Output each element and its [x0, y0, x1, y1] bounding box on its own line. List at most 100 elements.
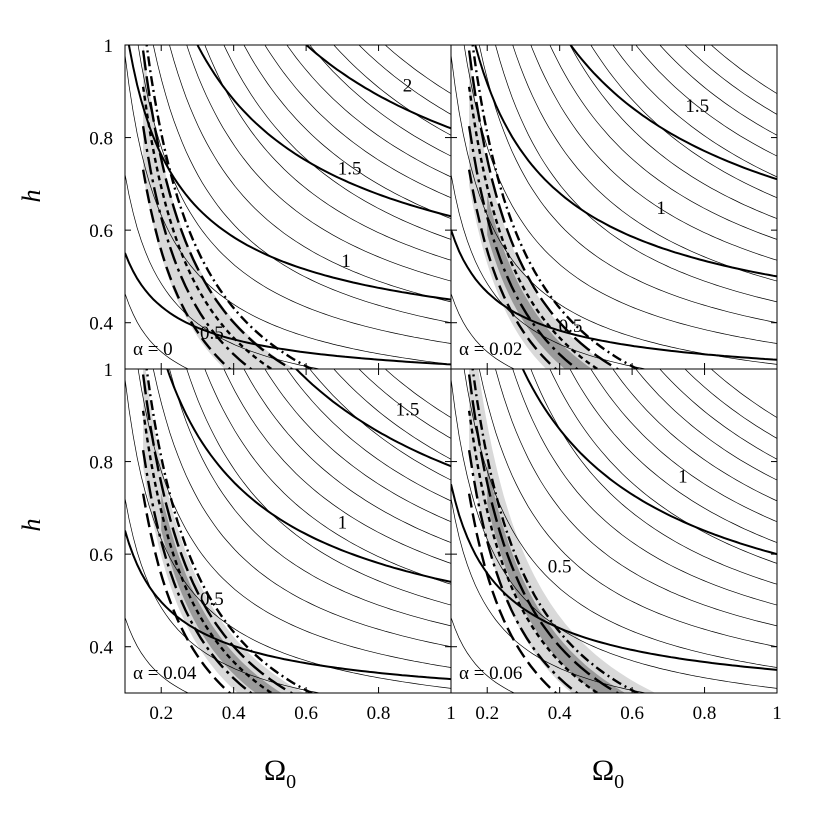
thick-contour-line: [125, 252, 451, 366]
panel-alpha-label: α = 0: [133, 339, 173, 360]
panel-3-plot: [125, 369, 451, 693]
panel-2: 1.5 1 0.5 α = 0.02: [450, 44, 778, 370]
thick-contour-line: [304, 45, 451, 130]
thin-contour-line: [243, 45, 451, 219]
panel-1: 2 1.5 1 0.5 α = 0 0.4 0.6 0.8 1: [89, 36, 452, 370]
y-axis-title-top: h: [17, 190, 46, 203]
x-axis-title-left-sub: 0: [286, 771, 296, 793]
contour-label: 1.5: [338, 159, 362, 180]
constraint-curve: [467, 493, 558, 693]
constraint-curve: [467, 410, 600, 693]
thick-contour-line: [196, 45, 451, 218]
thin-contour-line: [137, 45, 451, 344]
panel-2-plot: [451, 45, 777, 369]
thick-contour-line: [166, 369, 451, 583]
thin-contour-line: [223, 45, 451, 240]
thin-contour-line: [286, 369, 451, 502]
panel-4: 1 0.5 α = 0.06 0.2 0.4 0.6 0.8 1: [450, 368, 782, 724]
thin-contour-line: [309, 45, 451, 157]
x-tick-label: 1: [772, 703, 782, 724]
panel-1-plot: [125, 45, 451, 369]
panel-alpha-label: α = 0.02: [459, 339, 522, 360]
x-tick-label: 0.8: [693, 703, 717, 724]
thin-contour-line: [384, 45, 451, 94]
thick-contour-line: [521, 369, 777, 556]
thin-contour-line: [358, 369, 451, 439]
thin-contour-line: [286, 45, 451, 178]
thin-contour-line: [243, 369, 451, 543]
thin-contour-line: [635, 369, 777, 481]
constraint-curve: [141, 86, 274, 369]
allowed-region-light: [143, 369, 305, 693]
thin-contour-line: [152, 45, 451, 324]
thin-contour-line: [684, 369, 777, 439]
x-axis-title-left-main: Ω: [264, 754, 286, 787]
thin-contour-line: [169, 45, 451, 303]
thin-contour-line: [569, 369, 777, 543]
x-tick-label: 0.2: [149, 703, 173, 724]
thin-contour-line: [333, 45, 451, 136]
thin-contour-line: [549, 45, 777, 240]
thin-contour-line: [264, 369, 451, 523]
thin-contour-line: [549, 369, 777, 564]
x-tick-label: 0.8: [367, 703, 391, 724]
thin-contour-line: [125, 54, 451, 365]
constraint-curve: [141, 374, 294, 693]
thin-contour-line: [333, 369, 451, 460]
thin-contour-line: [495, 369, 777, 627]
contour-label: 0.5: [200, 589, 224, 610]
constraint-curve: [141, 493, 232, 693]
constraint-curve: [467, 50, 620, 369]
contour-label: 1: [341, 251, 351, 272]
thin-contour-line: [264, 45, 451, 199]
contour-label: 1: [338, 513, 348, 534]
thin-contour-line: [612, 45, 777, 178]
allowed-region-dark: [487, 463, 626, 693]
y-tick-label: 0.4: [89, 314, 113, 335]
thin-contour-line: [451, 378, 777, 689]
thin-contour-line: [384, 369, 451, 418]
thin-contour-line: [635, 45, 777, 157]
thin-contour-line: [659, 45, 777, 136]
x-tick-label: 0.4: [222, 703, 246, 724]
thin-contour-line: [204, 369, 451, 585]
constraint-curve: [467, 374, 620, 693]
thin-contour-line: [590, 369, 777, 523]
thin-contour-line: [612, 369, 777, 502]
thin-contour-line: [137, 369, 451, 668]
thin-contour-line: [152, 369, 451, 648]
thin-contour-line: [125, 293, 190, 369]
x-axis-title-right: Ω0: [592, 754, 624, 793]
thin-contour-line: [590, 45, 777, 199]
thin-contour-line: [451, 293, 516, 369]
allowed-region-light: [469, 369, 656, 693]
y-tick-label: 0.4: [89, 638, 113, 659]
allowed-region-light: [143, 45, 295, 369]
contour-label: 1: [678, 466, 688, 487]
thin-contour-line: [478, 45, 777, 324]
constraint-curve: [141, 410, 274, 693]
x-tick-label: 0.4: [548, 703, 572, 724]
panel-alpha-label: α = 0.06: [459, 663, 522, 684]
thin-contour-line: [186, 369, 451, 606]
thin-contour-line: [495, 45, 777, 303]
x-axis-title-right-sub: 0: [614, 771, 624, 793]
thin-contour-line: [530, 45, 777, 261]
panel-frame: [450, 368, 778, 694]
thick-contour-line: [127, 45, 451, 301]
thick-contour-line: [451, 229, 777, 361]
thin-contour-line: [530, 369, 777, 585]
thin-contour-line: [125, 378, 451, 689]
thin-contour-line: [451, 498, 648, 693]
x-axis-title-right-main: Ω: [592, 754, 614, 787]
contour-label: 2: [403, 75, 413, 96]
thin-contour-line: [478, 369, 777, 648]
y-tick-label: 1: [104, 360, 114, 381]
y-tick-label: 0.8: [89, 129, 113, 150]
thin-contour-line: [451, 617, 516, 693]
thin-contour-line: [125, 174, 322, 369]
panel-alpha-label: α = 0.04: [133, 663, 197, 684]
x-tick-label: 0.2: [475, 703, 499, 724]
thin-contour-line: [125, 617, 190, 693]
